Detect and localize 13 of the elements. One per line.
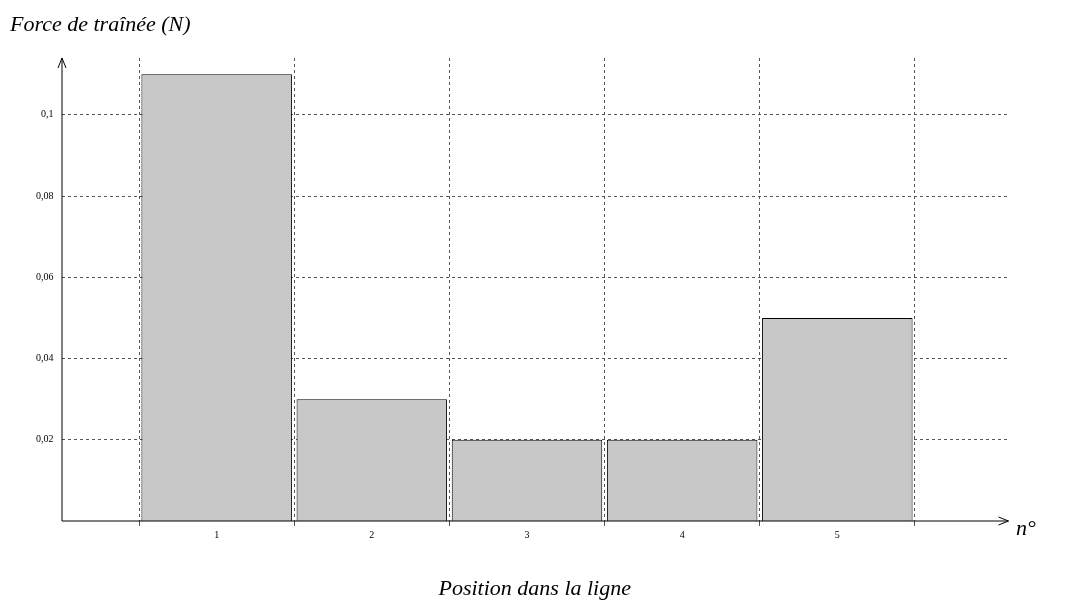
x-tick-label: 1 [214, 528, 220, 540]
x-tick-label: 2 [369, 528, 375, 540]
x-tick-label: 3 [524, 528, 530, 540]
y-tick-label: 0,08 [36, 189, 54, 201]
x-tick-label: 5 [834, 528, 840, 540]
text: n° [1016, 514, 1036, 540]
y-tick-label: 0,02 [36, 433, 54, 445]
y-tick-label: 0,1 [41, 108, 54, 120]
x-axis-title: Position dans la ligne [437, 574, 632, 600]
x-tick-label: 4 [679, 528, 685, 540]
y-tick-label: 0,06 [36, 270, 54, 282]
y-tick-label: 0,04 [36, 352, 54, 364]
y-axis-title: Force de traînée (N) [9, 10, 191, 36]
